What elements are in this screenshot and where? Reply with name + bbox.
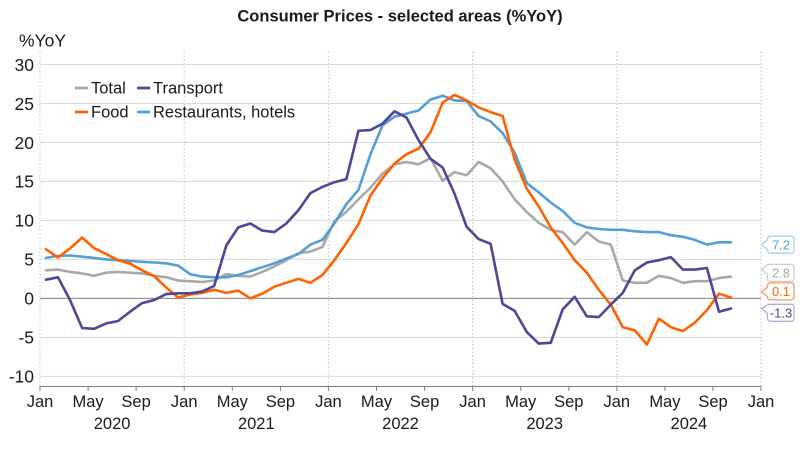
- svg-text:0.1: 0.1: [772, 284, 790, 299]
- svg-text:7.2: 7.2: [772, 237, 790, 252]
- svg-text:Jan: Jan: [459, 393, 486, 411]
- svg-text:30: 30: [15, 55, 35, 75]
- svg-text:May: May: [73, 393, 105, 411]
- svg-text:Jan: Jan: [27, 393, 54, 411]
- svg-text:2020: 2020: [94, 415, 131, 433]
- svg-text:Sep: Sep: [410, 393, 439, 411]
- svg-text:Jan: Jan: [748, 393, 775, 411]
- svg-text:5: 5: [24, 250, 34, 270]
- svg-text:Restaurants, hotels: Restaurants, hotels: [153, 104, 295, 122]
- svg-text:%YoY: %YoY: [19, 31, 66, 51]
- svg-text:Sep: Sep: [554, 393, 583, 411]
- svg-text:Sep: Sep: [266, 393, 295, 411]
- svg-text:Food: Food: [91, 104, 129, 122]
- svg-text:2021: 2021: [238, 415, 275, 433]
- svg-text:20: 20: [15, 133, 35, 153]
- svg-text:Sep: Sep: [121, 393, 150, 411]
- svg-text:25: 25: [15, 94, 34, 114]
- svg-text:-10: -10: [9, 367, 35, 387]
- svg-text:Consumer Prices - selected are: Consumer Prices - selected areas (%YoY): [237, 8, 562, 26]
- svg-text:15: 15: [15, 172, 34, 192]
- svg-text:-1.3: -1.3: [770, 306, 792, 321]
- svg-text:May: May: [649, 393, 681, 411]
- svg-text:May: May: [217, 393, 249, 411]
- svg-text:Jan: Jan: [315, 393, 342, 411]
- svg-text:2024: 2024: [671, 415, 708, 433]
- svg-text:Transport: Transport: [153, 80, 223, 98]
- svg-text:-5: -5: [18, 328, 34, 348]
- svg-text:0: 0: [24, 289, 34, 309]
- svg-text:Jan: Jan: [603, 393, 630, 411]
- svg-text:May: May: [361, 393, 393, 411]
- svg-text:Jan: Jan: [171, 393, 198, 411]
- svg-text:2.8: 2.8: [772, 266, 790, 281]
- svg-text:May: May: [505, 393, 537, 411]
- svg-text:2022: 2022: [382, 415, 419, 433]
- svg-text:10: 10: [15, 211, 35, 231]
- svg-text:2023: 2023: [526, 415, 563, 433]
- svg-text:Total: Total: [91, 80, 126, 98]
- svg-text:Sep: Sep: [698, 393, 727, 411]
